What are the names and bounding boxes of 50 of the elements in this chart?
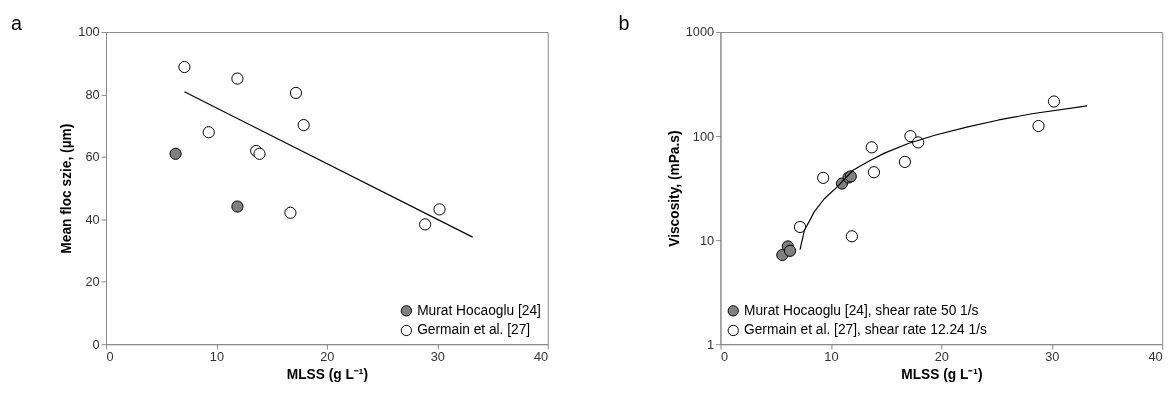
point xyxy=(284,206,297,219)
point xyxy=(202,126,215,139)
legend-label: Murat Hocaoglu [24] xyxy=(417,302,541,318)
point xyxy=(419,218,432,231)
point xyxy=(169,147,182,160)
y-tick-label: 80 xyxy=(85,86,100,102)
y-tick-label: 100 xyxy=(692,128,715,144)
point xyxy=(898,155,911,168)
x-tick-label: 0 xyxy=(106,349,114,365)
y-tick-label: 0 xyxy=(92,336,100,352)
y-tick-label: 20 xyxy=(85,274,100,290)
x-tick-label: 30 xyxy=(1045,349,1060,365)
x-tick-label: 30 xyxy=(430,349,445,365)
legend-label: Germain et al. [27], shear rate 12.24 1/s xyxy=(744,322,987,338)
y-tick-label: 10 xyxy=(699,232,715,248)
legend-label: Germain et al. [27] xyxy=(417,322,531,338)
point xyxy=(433,203,446,216)
point xyxy=(845,230,858,243)
point xyxy=(865,141,878,154)
chart-title: b xyxy=(618,12,630,35)
point xyxy=(231,200,244,213)
y-tick-label: 1000 xyxy=(685,24,715,40)
point xyxy=(289,86,303,100)
point xyxy=(297,119,310,132)
chart-title: a xyxy=(11,12,23,35)
y-tick-label: 1 xyxy=(707,336,715,352)
legend-label: Murat Hocaoglu [24], shear rate 50 1/s xyxy=(744,302,979,318)
point xyxy=(231,72,244,85)
x-axis-title: MLSS (g L⁻¹) xyxy=(901,367,983,383)
x-tick-label: 40 xyxy=(1148,349,1163,365)
y-axis-title: Mean floc szie, (µm) xyxy=(59,123,75,254)
y-axis-title: Viscosity, (mPa.s) xyxy=(666,130,682,247)
point xyxy=(1032,119,1045,133)
x-tick-label: 10 xyxy=(824,349,839,365)
point xyxy=(904,130,917,143)
y-tick-label: 60 xyxy=(85,149,100,165)
x-tick-label: 10 xyxy=(209,349,225,365)
point xyxy=(783,244,797,257)
point xyxy=(817,171,830,184)
point xyxy=(867,166,881,179)
x-tick-label: 20 xyxy=(934,349,949,365)
point xyxy=(178,60,191,74)
point xyxy=(793,220,807,234)
x-tick-label: 0 xyxy=(720,349,729,365)
y-tick-label: 100 xyxy=(78,24,100,40)
x-tick-label: 40 xyxy=(534,349,549,365)
x-axis-title: MLSS (g L⁻¹) xyxy=(286,367,369,383)
point xyxy=(1047,95,1061,108)
y-tick-label: 40 xyxy=(85,211,100,227)
x-tick-label: 20 xyxy=(320,349,335,365)
